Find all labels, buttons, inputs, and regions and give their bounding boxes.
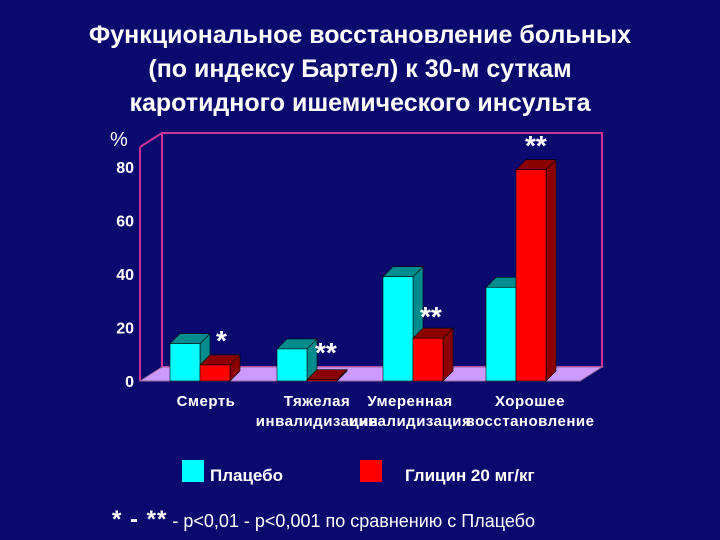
title-line-1: Функциональное восстановление больных [88, 21, 632, 49]
chart-title: Функциональное восстановление больных (п… [0, 18, 720, 120]
significance-marker: ** [525, 130, 547, 161]
y-axis-label: % [110, 129, 128, 151]
legend-swatch-placebo [182, 460, 204, 482]
y-tick-label: 60 [116, 214, 134, 231]
footnote-stars: * - ** [112, 506, 168, 533]
bar-glycine [199, 364, 231, 382]
bar-glycine [412, 337, 444, 382]
legend-label-placebo: Плацебо [210, 466, 283, 485]
significance-marker: ** [420, 301, 442, 332]
category-label: Смерть [177, 393, 236, 410]
legend-swatch-glycine [360, 460, 382, 482]
category-label: Хорошее [495, 393, 565, 410]
y-tick-label: 40 [116, 267, 134, 284]
title-line-3: каротидного ишемического инсульта [129, 89, 591, 117]
y-tick-label: 80 [116, 160, 134, 177]
category-label: Тяжелая [284, 393, 350, 410]
y-tick-label: 20 [116, 321, 134, 338]
bar-placebo [169, 343, 201, 382]
legend-label-glycine: Глицин 20 мг/кг [405, 466, 535, 485]
footnote: * - ** - p<0,01 - p<0,001 по сравнению с… [112, 506, 535, 534]
bar-placebo [276, 348, 308, 382]
category-label: восстановление [466, 413, 595, 430]
side-wall-top [139, 132, 163, 148]
significance-marker: ** [315, 337, 337, 368]
y-tick-label: 0 [125, 374, 134, 391]
bar-placebo [485, 287, 517, 382]
title-line-2: (по индексу Бартел) к 30-м суткам [148, 55, 572, 83]
bar-glycine-side [545, 158, 557, 382]
bar-placebo [382, 276, 414, 382]
significance-marker: * [216, 325, 227, 356]
bar-glycine [515, 169, 547, 382]
footnote-text: - p<0,01 - p<0,001 по сравнению с Плацеб… [167, 511, 535, 531]
category-label: Умеренная [367, 393, 452, 410]
category-label: инвалидизация [256, 413, 378, 430]
bar-glycine [306, 379, 338, 382]
category-label: инвалидизация [349, 413, 471, 430]
